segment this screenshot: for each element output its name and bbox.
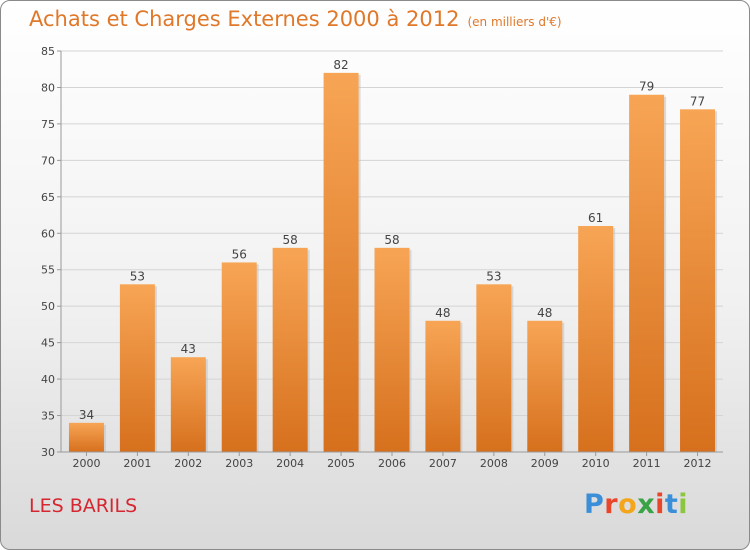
- x-tick-label: 2005: [327, 457, 355, 470]
- bar-2005: [323, 72, 359, 452]
- x-tick-label: 2010: [582, 457, 610, 470]
- y-tick-label: 30: [41, 446, 55, 459]
- data-label: 82: [333, 58, 348, 72]
- bars: [68, 72, 718, 452]
- data-label: 53: [486, 269, 501, 283]
- chart-title: Achats et Charges Externes 2000 à 2012 (e…: [29, 7, 562, 31]
- logo-letter: P: [584, 489, 605, 520]
- data-label: 77: [690, 94, 705, 108]
- y-tick-label: 75: [41, 118, 55, 131]
- logo-letter: o: [618, 489, 638, 520]
- data-label: 34: [79, 408, 94, 422]
- x-tick-label: 2011: [633, 457, 661, 470]
- chart-unit-label: (en milliers d'€): [467, 15, 562, 29]
- logo-letter: i: [678, 489, 689, 520]
- y-tick-label: 80: [41, 81, 55, 94]
- bar-2009: [527, 320, 563, 452]
- y-tick-label: 35: [41, 410, 55, 423]
- chart-title-text: Achats et Charges Externes 2000 à 2012: [29, 7, 460, 31]
- proxiti-logo: Proxiti: [584, 489, 688, 520]
- data-label: 58: [283, 233, 298, 247]
- y-tick-label: 45: [41, 337, 55, 350]
- data-label: 58: [384, 233, 399, 247]
- data-label: 53: [130, 269, 145, 283]
- x-tick-label: 2003: [225, 457, 253, 470]
- axes: 30 35 40 45 50 55 60 65 70 75 80 85 2000 2001 2002 2003…: [41, 45, 723, 470]
- y-tick-label: 85: [41, 45, 55, 58]
- data-labels: 34 53 43 56 58 82 58 48 53 48 61 79 77: [79, 58, 705, 422]
- bar-2010: [578, 225, 614, 452]
- x-tick-label: 2001: [123, 457, 151, 470]
- data-label: 43: [181, 342, 196, 356]
- x-tick-label: 2012: [684, 457, 712, 470]
- bar-2004: [272, 247, 308, 452]
- logo-letter: x: [637, 489, 656, 520]
- logo-letter: i: [655, 489, 665, 520]
- bar-2003: [221, 262, 257, 452]
- bar-2008: [476, 284, 512, 452]
- x-tick-label: 2006: [378, 457, 406, 470]
- y-tick-label: 40: [41, 373, 55, 386]
- bar-2012: [680, 109, 716, 452]
- bar-2001: [119, 284, 155, 452]
- bar-2000: [68, 422, 104, 452]
- data-label: 48: [435, 306, 450, 320]
- bar-2011: [629, 94, 665, 452]
- bar-2002: [170, 357, 206, 452]
- x-tick-label: 2000: [72, 457, 100, 470]
- data-label: 61: [588, 211, 603, 225]
- logo-letter: r: [604, 489, 619, 520]
- x-tick-label: 2009: [531, 457, 559, 470]
- data-label: 56: [232, 247, 247, 261]
- bar-2007: [425, 320, 461, 452]
- data-label: 48: [537, 306, 552, 320]
- y-tick-label: 50: [41, 300, 55, 313]
- y-tick-label: 70: [41, 154, 55, 167]
- y-tick-label: 65: [41, 191, 55, 204]
- data-label: 79: [639, 80, 654, 94]
- bar-2006: [374, 247, 410, 452]
- x-tick-label: 2007: [429, 457, 457, 470]
- y-tick-label: 55: [41, 264, 55, 277]
- x-tick-label: 2008: [480, 457, 508, 470]
- logo-letter: t: [664, 489, 679, 520]
- x-tick-label: 2004: [276, 457, 304, 470]
- commune-name: LES BARILS: [29, 495, 138, 517]
- x-tick-label: 2002: [174, 457, 202, 470]
- y-tick-label: 60: [41, 227, 55, 240]
